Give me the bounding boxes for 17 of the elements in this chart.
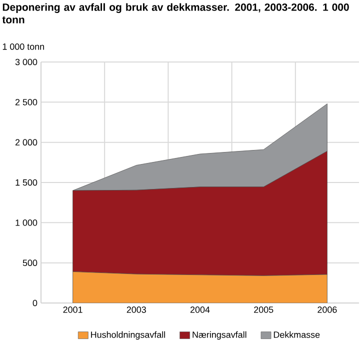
- y-tick-label: 3 000: [15, 58, 38, 66]
- y-tick-label: 1 000: [16, 219, 38, 226]
- y-tick-label: 2 500: [15, 98, 38, 106]
- x-tick-label: 2006: [318, 306, 337, 313]
- x-tick-label: 2004: [190, 306, 210, 313]
- y-tick-label: 2 000: [15, 139, 38, 146]
- y-tick-label: 500: [22, 260, 38, 266]
- legend-label: Dekkmasse: [274, 331, 320, 338]
- y-tick-label: 1 500: [16, 179, 38, 186]
- x-tick-label: 2005: [254, 306, 274, 313]
- legend-label: Husholdningsavfall: [91, 331, 166, 340]
- x-tick-label: 2003: [126, 306, 146, 313]
- y-axis-title: 1 000 tonn: [2, 43, 44, 50]
- legend-label: Næringsavfall: [192, 331, 246, 340]
- y-tick-label: 0: [32, 300, 38, 306]
- x-tick-label: 2001: [63, 306, 82, 313]
- chart-title: Deponering av avfall og bruk av dekkmasser. 2001, 2003-2006. 1 000 tonn: [2, 3, 349, 24]
